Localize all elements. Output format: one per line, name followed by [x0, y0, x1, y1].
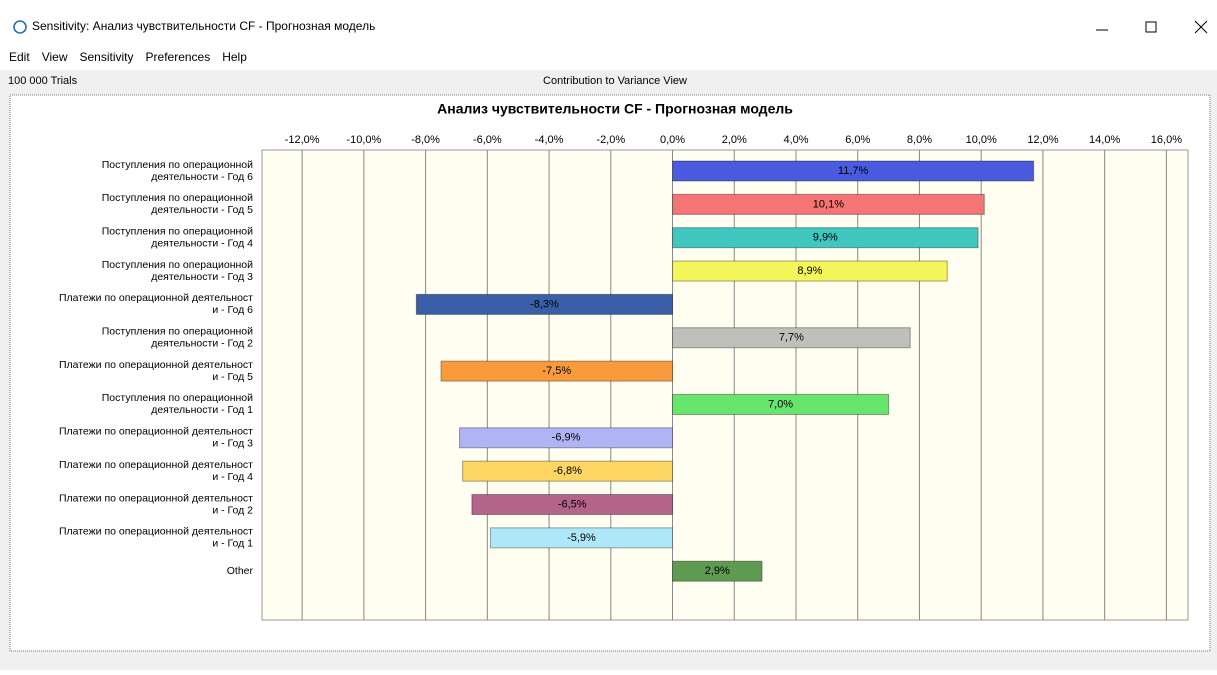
category-label: Поступления по операционной: [102, 159, 253, 171]
value-label: -7,5%: [542, 365, 571, 377]
window-title: Sensitivity: Анализ чувствительности CF …: [32, 19, 375, 33]
bar: [489, 527, 674, 549]
category-label: Платежи по операционной деятельност: [59, 426, 253, 438]
bar: [672, 560, 763, 582]
value-label: -6,9%: [552, 432, 581, 444]
category-label: и - Год 4: [212, 471, 253, 483]
category-label: и - Год 5: [212, 371, 253, 383]
category-label: Поступления по операционной: [102, 326, 253, 338]
category-label: деятельности - Год 1: [151, 404, 253, 416]
value-label: 11,7%: [838, 165, 869, 177]
value-label: 2,9%: [705, 565, 730, 577]
value-label: 10,1%: [813, 198, 844, 210]
category-label: деятельности - Год 5: [151, 204, 253, 216]
trials-label: 100 000 Trials: [8, 75, 78, 87]
bar: [672, 193, 985, 215]
value-label: -6,8%: [553, 465, 582, 477]
menu-item[interactable]: Sensitivity: [79, 50, 133, 64]
x-tick-label: -10,0%: [346, 134, 381, 146]
bar: [672, 393, 890, 415]
category-label: и - Год 2: [212, 504, 253, 516]
value-label: -8,3%: [530, 298, 559, 310]
x-tick-label: 4,0%: [783, 134, 808, 146]
category-label: деятельности - Год 6: [151, 171, 253, 183]
category-label: деятельности - Год 2: [151, 338, 253, 350]
value-label: -5,9%: [567, 532, 596, 544]
category-label: Поступления по операционной: [102, 225, 253, 237]
x-tick-label: 12,0%: [1027, 134, 1058, 146]
menu-item[interactable]: Help: [222, 50, 247, 64]
x-tick-label: 0,0%: [660, 134, 685, 146]
value-label: 7,0%: [768, 398, 793, 410]
close-button[interactable]: [1194, 20, 1208, 34]
x-tick-label: 16,0%: [1151, 134, 1182, 146]
menu-item[interactable]: Preferences: [146, 50, 211, 64]
x-tick-label: -12,0%: [285, 134, 320, 146]
x-tick-label: 8,0%: [907, 134, 932, 146]
category-label: деятельности - Год 3: [151, 271, 253, 283]
bar: [462, 460, 674, 482]
bar: [672, 327, 911, 349]
bar: [672, 227, 979, 249]
bar: [471, 494, 674, 515]
maximize-button[interactable]: [1145, 21, 1157, 33]
bar: [672, 260, 948, 282]
menu-item[interactable]: Edit: [9, 50, 30, 64]
x-tick-label: 14,0%: [1089, 134, 1120, 146]
category-label: Поступления по операционной: [102, 192, 253, 204]
bar: [440, 360, 674, 382]
plot-area: [261, 149, 1189, 621]
category-label: Платежи по операционной деятельност: [59, 459, 253, 471]
x-tick-label: 6,0%: [845, 134, 870, 146]
category-label: Платежи по операционной деятельност: [59, 526, 253, 538]
value-label: 8,9%: [797, 265, 822, 277]
category-label: Other: [227, 565, 254, 577]
value-label: -6,5%: [558, 498, 587, 510]
category-label: и - Год 6: [212, 304, 253, 316]
x-tick-label: -8,0%: [411, 134, 440, 146]
x-tick-label: 10,0%: [966, 134, 997, 146]
app-icon: [13, 20, 27, 34]
category-label: Поступления по операционной: [102, 392, 253, 404]
category-label: Платежи по операционной деятельност: [59, 292, 253, 304]
x-tick-label: -2,0%: [596, 134, 625, 146]
x-tick-label: -4,0%: [535, 134, 564, 146]
x-tick-label: -6,0%: [473, 134, 502, 146]
value-label: 9,9%: [813, 232, 838, 244]
category-label: деятельности - Год 4: [151, 237, 253, 249]
x-tick-label: 2,0%: [722, 134, 747, 146]
category-label: Платежи по операционной деятельност: [59, 492, 253, 504]
category-label: и - Год 1: [212, 538, 253, 550]
category-label: Поступления по операционной: [102, 259, 253, 271]
category-label: и - Год 3: [212, 438, 253, 450]
value-label: 7,7%: [779, 332, 804, 344]
menu-item[interactable]: View: [42, 50, 68, 64]
bar: [415, 293, 674, 315]
chart-title: Анализ чувствительности CF - Прогнозная …: [437, 101, 793, 117]
bar: [672, 160, 1035, 182]
bar: [459, 427, 674, 449]
view-label: Contribution to Variance View: [543, 75, 687, 87]
category-label: Платежи по операционной деятельност: [59, 359, 253, 371]
